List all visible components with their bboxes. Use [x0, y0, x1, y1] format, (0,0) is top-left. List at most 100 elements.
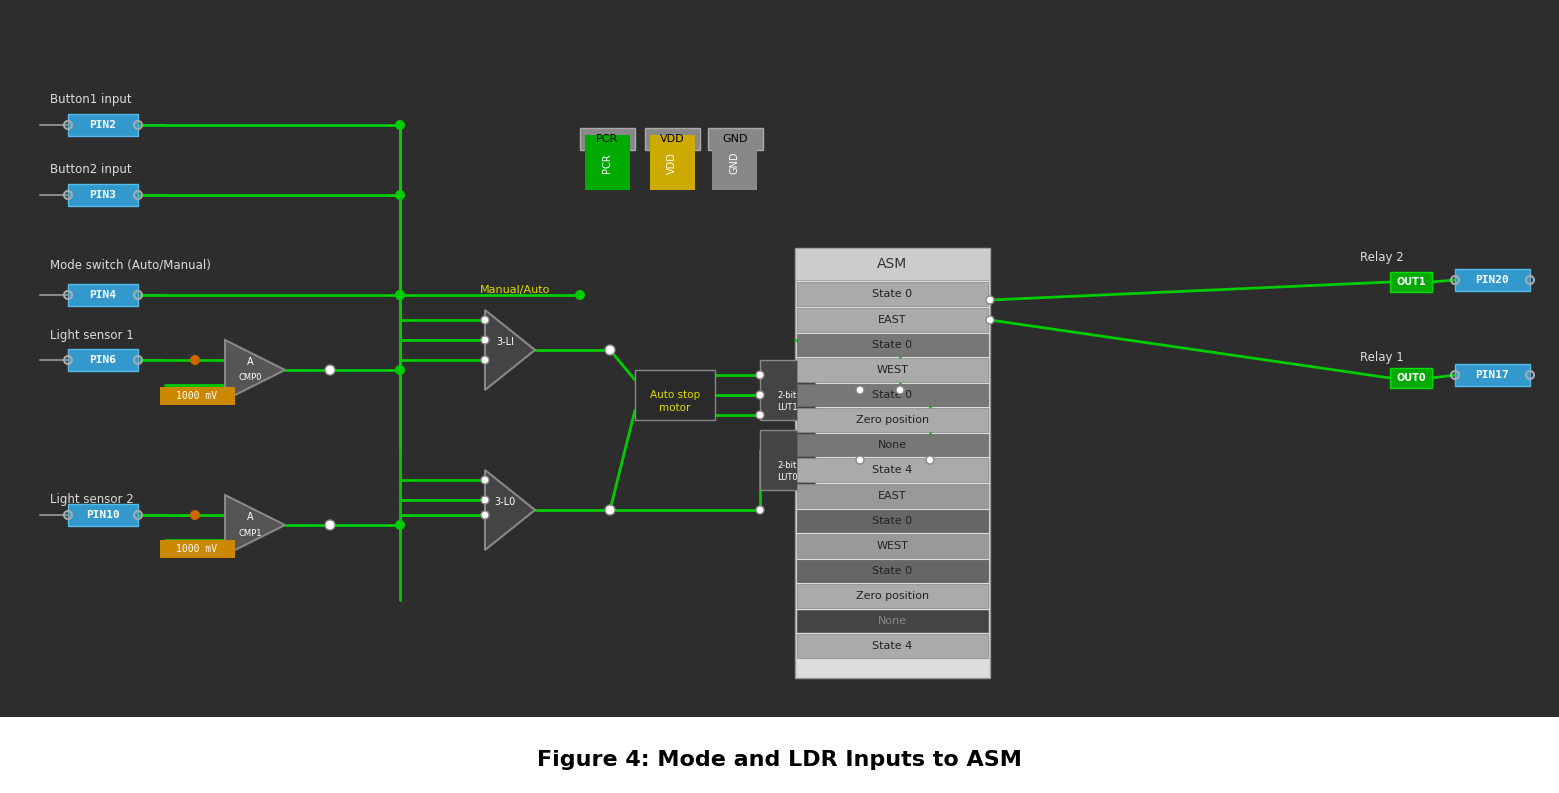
Circle shape — [324, 365, 335, 375]
Bar — [1455, 269, 1529, 291]
Bar — [797, 384, 988, 406]
Bar — [161, 540, 235, 558]
Polygon shape — [224, 340, 285, 400]
Circle shape — [394, 190, 405, 200]
Bar — [0, 717, 1559, 793]
Circle shape — [482, 356, 490, 364]
Bar — [797, 584, 988, 608]
Text: CMP1: CMP1 — [239, 528, 262, 538]
Text: None: None — [878, 440, 907, 450]
Bar — [797, 510, 988, 532]
Text: 2-bit: 2-bit — [778, 461, 797, 469]
Bar — [69, 184, 139, 206]
Text: PIN2: PIN2 — [89, 120, 117, 130]
Text: WEST: WEST — [876, 365, 909, 375]
Bar — [797, 308, 988, 332]
Text: Light sensor 2: Light sensor 2 — [50, 493, 134, 507]
Circle shape — [394, 520, 405, 530]
Text: PCR: PCR — [596, 134, 617, 144]
Bar — [1455, 364, 1529, 386]
Text: Manual/Auto: Manual/Auto — [480, 285, 550, 295]
Text: PIN20: PIN20 — [1476, 275, 1509, 285]
Text: GND: GND — [722, 134, 748, 144]
Circle shape — [985, 316, 995, 324]
Text: WEST: WEST — [876, 541, 909, 551]
Circle shape — [896, 386, 904, 394]
Bar — [580, 128, 635, 150]
Bar — [585, 135, 630, 190]
Circle shape — [926, 456, 934, 464]
Bar — [797, 434, 988, 456]
Circle shape — [605, 345, 614, 355]
Circle shape — [190, 510, 200, 520]
Bar — [795, 248, 990, 678]
Circle shape — [190, 355, 200, 365]
Circle shape — [482, 336, 490, 344]
Circle shape — [756, 391, 764, 399]
Bar — [69, 504, 139, 526]
Text: A: A — [246, 512, 253, 522]
Bar — [708, 128, 762, 150]
Bar — [69, 114, 139, 136]
Text: EAST: EAST — [878, 315, 907, 325]
Circle shape — [856, 456, 864, 464]
Bar — [650, 135, 695, 190]
Text: 1000 mV: 1000 mV — [176, 391, 218, 401]
Bar — [69, 284, 139, 306]
Text: A: A — [246, 357, 253, 367]
Text: VDD: VDD — [659, 134, 684, 144]
Bar — [797, 560, 988, 582]
Bar — [645, 128, 700, 150]
Text: State 0: State 0 — [873, 566, 912, 576]
Text: CMP0: CMP0 — [239, 374, 262, 382]
Bar — [1391, 272, 1433, 292]
Text: Relay 2: Relay 2 — [1359, 251, 1403, 265]
Text: Auto stop: Auto stop — [650, 390, 700, 400]
Text: Light sensor 1: Light sensor 1 — [50, 328, 134, 342]
Circle shape — [575, 290, 585, 300]
Bar — [797, 358, 988, 382]
Bar — [797, 334, 988, 356]
Text: 2-bit: 2-bit — [778, 390, 797, 400]
Circle shape — [482, 476, 490, 484]
Bar — [69, 349, 139, 371]
Circle shape — [482, 316, 490, 324]
Bar — [759, 360, 815, 420]
Text: PIN3: PIN3 — [89, 190, 117, 200]
Text: PIN10: PIN10 — [86, 510, 120, 520]
Bar — [797, 634, 988, 658]
Text: Relay 1: Relay 1 — [1359, 351, 1403, 365]
Circle shape — [394, 290, 405, 300]
Text: GND: GND — [730, 151, 741, 174]
Bar — [797, 282, 988, 306]
Text: LUT1: LUT1 — [776, 404, 797, 412]
Text: State 0: State 0 — [873, 516, 912, 526]
Text: State 0: State 0 — [873, 340, 912, 350]
Text: State 4: State 4 — [873, 465, 912, 475]
Bar — [797, 610, 988, 632]
Circle shape — [756, 506, 764, 514]
Bar — [797, 458, 988, 482]
Circle shape — [985, 296, 995, 304]
Bar — [635, 370, 716, 420]
Polygon shape — [485, 310, 535, 390]
Text: State 4: State 4 — [873, 641, 912, 651]
Bar — [797, 408, 988, 432]
Bar — [161, 387, 235, 405]
Text: 3-L0: 3-L0 — [494, 497, 516, 507]
Text: None: None — [878, 616, 907, 626]
Circle shape — [394, 290, 405, 300]
Circle shape — [482, 496, 490, 504]
Text: PIN6: PIN6 — [89, 355, 117, 365]
Text: PCR: PCR — [602, 153, 613, 173]
Text: Mode switch (Auto/Manual): Mode switch (Auto/Manual) — [50, 259, 210, 271]
Text: VDD: VDD — [667, 152, 677, 174]
Circle shape — [394, 365, 405, 375]
Text: State 0: State 0 — [873, 289, 912, 299]
Text: State 0: State 0 — [873, 390, 912, 400]
Text: ASM: ASM — [878, 257, 907, 271]
Text: motor: motor — [659, 403, 691, 413]
Text: PIN17: PIN17 — [1476, 370, 1509, 380]
Bar — [759, 430, 815, 490]
Polygon shape — [224, 495, 285, 555]
